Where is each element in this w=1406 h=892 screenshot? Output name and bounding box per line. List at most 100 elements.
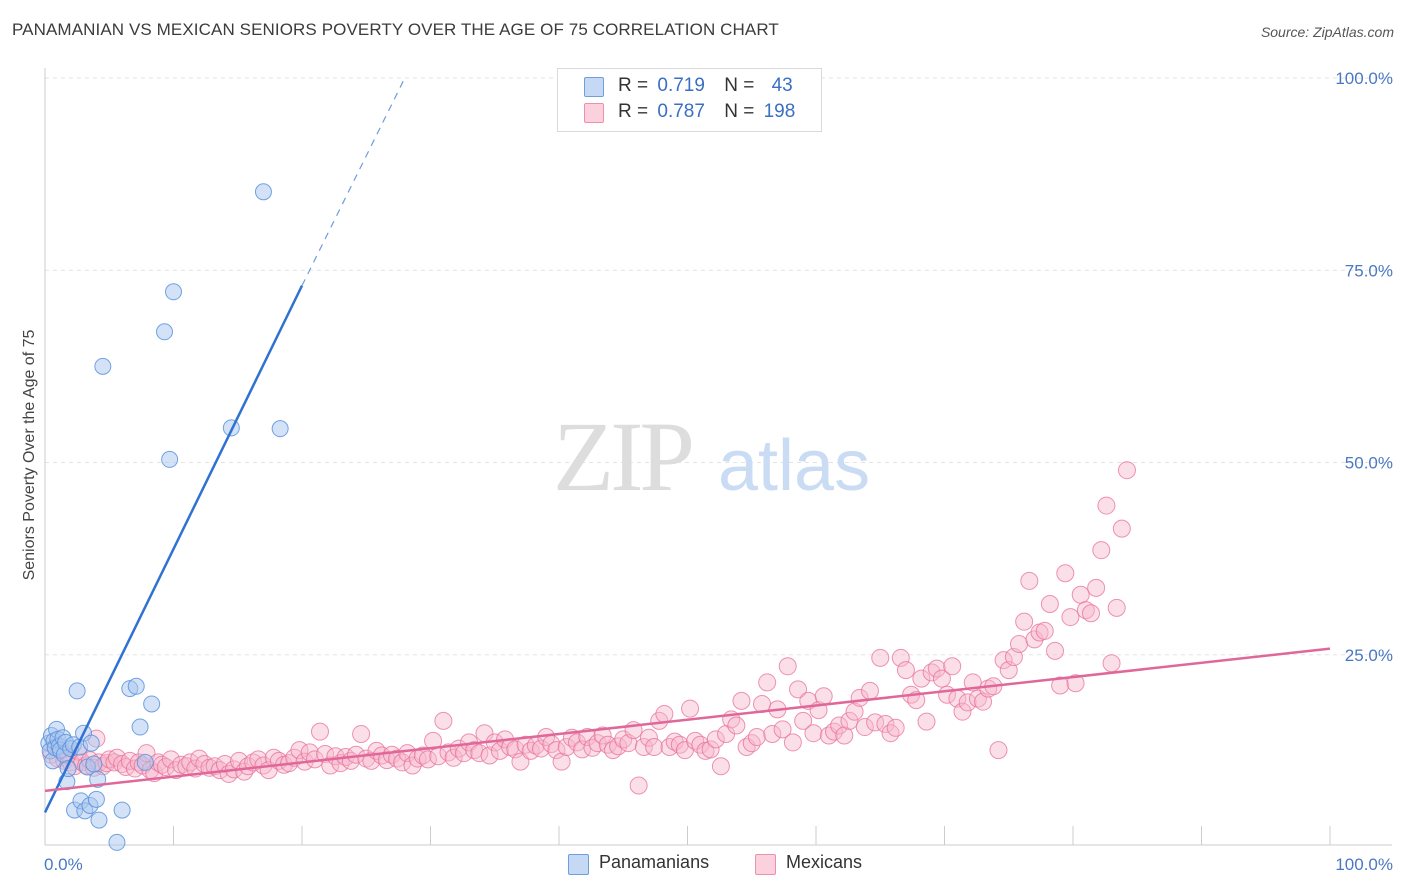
mexicans-point (593, 726, 612, 745)
mexicans-point (912, 669, 931, 688)
mexicans-point (943, 657, 962, 676)
mexicans-point (773, 720, 792, 739)
mexicans-point (439, 743, 458, 762)
mexicans-point (830, 716, 849, 735)
tick-labels: 25.0% 50.0% 75.0% 100.0% 0.0% 100.0% (44, 69, 1393, 874)
panamanians-point (108, 833, 126, 851)
panamanians-point (161, 450, 179, 468)
panamanians-point (85, 755, 103, 773)
mexicans-point (1097, 496, 1116, 515)
mexicans-point (1107, 598, 1126, 617)
legend-n-label: N = (724, 75, 755, 96)
y-tick-label: 100.0% (1335, 69, 1393, 88)
mexicans-point (701, 740, 720, 759)
mexicans-point (105, 753, 124, 772)
y-tick-label: 75.0% (1345, 261, 1393, 280)
mexicans-point (855, 718, 874, 737)
legend-r-value: 0.719 (657, 75, 705, 96)
source-credit[interactable]: Source: ZipAtlas.com (1260, 24, 1394, 40)
mexicans-point (578, 728, 597, 747)
mexicans-point (758, 673, 777, 692)
mexicans-point (953, 702, 972, 721)
legend-r-value: 0.787 (657, 101, 705, 122)
mexicans-point (1087, 578, 1106, 597)
panamanians-point (156, 323, 174, 341)
mexicans-point (840, 711, 859, 730)
mexicans-point (794, 711, 813, 730)
legend-n-label: N = (724, 101, 755, 122)
mexicans-point (1081, 604, 1100, 623)
mexicans-point (1040, 594, 1059, 613)
bottom-legend-label-mexicans: Mexicans (786, 852, 863, 872)
panamanians-points (40, 183, 289, 851)
mexicans-point (886, 718, 905, 737)
mexicans-point (727, 716, 746, 735)
mexicans-point (639, 728, 658, 747)
mexicans-point (645, 738, 664, 757)
mexicans-point (629, 776, 648, 795)
y-tick-label: 50.0% (1345, 454, 1393, 473)
mexicans-point (927, 659, 946, 678)
bottom-legend-swatch-panamanians (568, 854, 589, 875)
mexicans-point (871, 648, 890, 667)
mexicans-point (845, 702, 864, 721)
legend-swatch-mexicans (584, 103, 604, 123)
panamanians-point (94, 357, 112, 375)
mexicans-point (917, 712, 936, 731)
mexicans-point (352, 724, 371, 743)
mexicans-point (490, 741, 509, 760)
panamanians-point (89, 770, 107, 788)
chart-title: PANAMANIAN VS MEXICAN SENIORS POVERTY OV… (12, 20, 779, 39)
mexicans-point (860, 681, 879, 700)
panamanians-point (113, 801, 131, 819)
legend-n-value: 198 (763, 101, 796, 122)
panamanians-point (271, 420, 289, 438)
mexicans-point (783, 733, 802, 752)
mexicans-point (418, 750, 437, 769)
mexicans-point (444, 748, 463, 767)
mexicans-point (1046, 641, 1065, 660)
legend-text-mexicans: R = 0.787 N = 198 (618, 101, 795, 123)
mexicans-point (994, 651, 1013, 670)
panamanians-point (87, 790, 105, 808)
mexicans-point (958, 693, 977, 712)
mexicans-point (167, 761, 186, 780)
mexicans-point (1102, 654, 1121, 673)
mexicans-point (804, 724, 823, 743)
mexicans-point (732, 691, 751, 710)
mexicans-point (1035, 621, 1054, 640)
mexicans-point (711, 757, 730, 776)
mexicans-point (1051, 676, 1070, 695)
mexicans-point (434, 711, 453, 730)
mexicans-point (814, 687, 833, 706)
mexicans-point (1076, 601, 1095, 620)
panamanians-point (143, 695, 161, 713)
legend-text-panamanians: R = 0.719 N = 43 (618, 75, 793, 97)
panamanians-point (254, 183, 272, 201)
mexicans-point (1066, 674, 1085, 693)
mexicans-point (896, 661, 915, 680)
bottom-legend-swatch-mexicans (755, 854, 776, 875)
mexicans-point (557, 738, 576, 757)
x-tick-label: 0.0% (44, 855, 83, 874)
y-tick-label: 25.0% (1345, 646, 1393, 665)
mexicans-point (532, 739, 551, 758)
mexicans-point (881, 724, 900, 743)
mexicans-point (1061, 608, 1080, 627)
mexicans-point (547, 741, 566, 760)
bottom-legend-label-panamanians: Panamanians (599, 852, 710, 872)
mexicans-point (362, 751, 381, 770)
mexicans-point (763, 724, 782, 743)
mexicans-point (778, 657, 797, 676)
panamanians-point (136, 753, 154, 771)
mexicans-point (989, 741, 1008, 760)
mexicans-point (670, 735, 689, 754)
watermark-zip: ZIP (553, 401, 691, 512)
mexicans-point (1015, 612, 1034, 631)
mexicans-point (747, 728, 766, 747)
legend-n-value: 43 (771, 75, 793, 96)
watermark: ZIP atlas (553, 401, 870, 512)
mexicans-point (1010, 634, 1029, 653)
mexicans-point (393, 753, 412, 772)
